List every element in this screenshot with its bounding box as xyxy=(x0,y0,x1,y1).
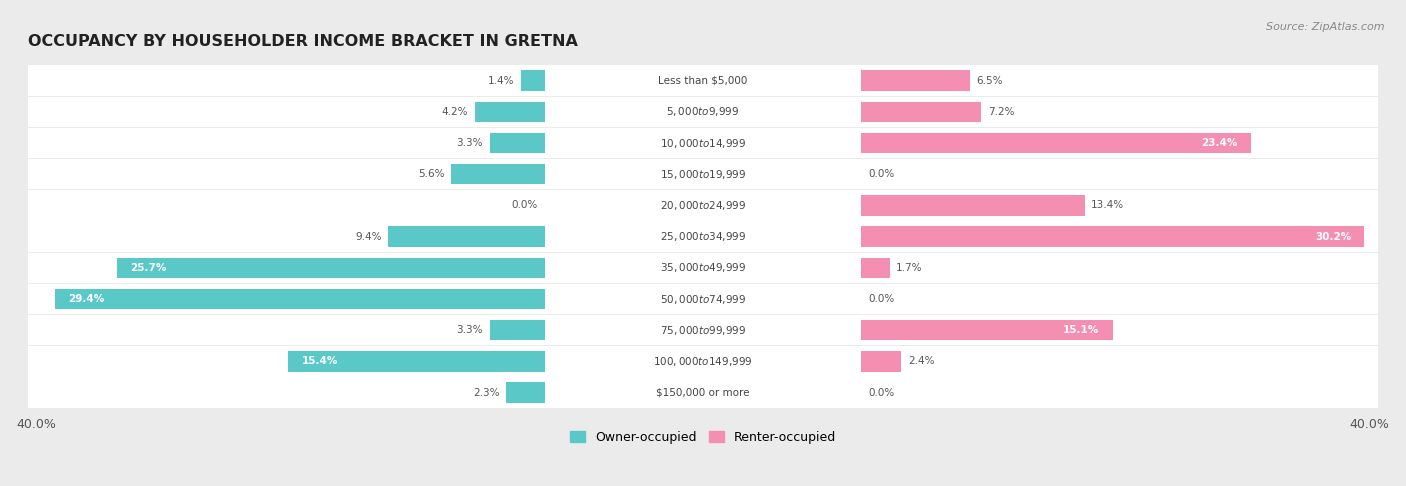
FancyBboxPatch shape xyxy=(28,97,1378,127)
Bar xyxy=(117,258,544,278)
FancyBboxPatch shape xyxy=(28,128,1378,158)
Text: 29.4%: 29.4% xyxy=(69,294,104,304)
Text: Source: ZipAtlas.com: Source: ZipAtlas.com xyxy=(1267,22,1385,32)
Bar xyxy=(475,102,544,122)
Text: 4.2%: 4.2% xyxy=(441,107,468,117)
FancyBboxPatch shape xyxy=(28,222,1378,252)
Text: 25.7%: 25.7% xyxy=(129,263,166,273)
Text: 9.4%: 9.4% xyxy=(354,232,381,242)
Bar xyxy=(489,133,544,153)
Text: 0.0%: 0.0% xyxy=(868,169,894,179)
Bar xyxy=(388,226,544,247)
Text: 15.1%: 15.1% xyxy=(1063,325,1099,335)
Text: 15.4%: 15.4% xyxy=(301,356,337,366)
Text: $25,000 to $34,999: $25,000 to $34,999 xyxy=(659,230,747,243)
Text: $150,000 or more: $150,000 or more xyxy=(657,388,749,398)
Text: 3.3%: 3.3% xyxy=(457,325,484,335)
Text: 0.0%: 0.0% xyxy=(868,294,894,304)
FancyBboxPatch shape xyxy=(28,315,1378,346)
Text: 30.2%: 30.2% xyxy=(1315,232,1351,242)
Text: 0.0%: 0.0% xyxy=(868,388,894,398)
Text: 1.7%: 1.7% xyxy=(896,263,922,273)
Bar xyxy=(489,320,544,340)
FancyBboxPatch shape xyxy=(28,347,1378,377)
Text: $20,000 to $24,999: $20,000 to $24,999 xyxy=(659,199,747,212)
Text: 6.5%: 6.5% xyxy=(976,76,1002,86)
Bar xyxy=(862,226,1364,247)
FancyBboxPatch shape xyxy=(28,253,1378,283)
Bar xyxy=(862,258,890,278)
Bar xyxy=(862,102,981,122)
Bar xyxy=(451,164,544,184)
FancyBboxPatch shape xyxy=(28,66,1378,96)
Bar xyxy=(506,382,544,403)
Bar xyxy=(862,351,901,372)
FancyBboxPatch shape xyxy=(28,159,1378,190)
Bar xyxy=(862,70,970,91)
FancyBboxPatch shape xyxy=(28,284,1378,314)
Text: 0.0%: 0.0% xyxy=(512,200,538,210)
Text: $75,000 to $99,999: $75,000 to $99,999 xyxy=(659,324,747,337)
Text: 7.2%: 7.2% xyxy=(988,107,1014,117)
Text: 5.6%: 5.6% xyxy=(418,169,444,179)
Text: $5,000 to $9,999: $5,000 to $9,999 xyxy=(666,105,740,118)
Text: $15,000 to $19,999: $15,000 to $19,999 xyxy=(659,168,747,181)
Text: 13.4%: 13.4% xyxy=(1091,200,1125,210)
FancyBboxPatch shape xyxy=(28,378,1378,408)
Text: $35,000 to $49,999: $35,000 to $49,999 xyxy=(659,261,747,274)
Text: Less than $5,000: Less than $5,000 xyxy=(658,76,748,86)
Text: 2.4%: 2.4% xyxy=(908,356,935,366)
Bar xyxy=(862,133,1251,153)
Legend: Owner-occupied, Renter-occupied: Owner-occupied, Renter-occupied xyxy=(565,426,841,449)
Text: $50,000 to $74,999: $50,000 to $74,999 xyxy=(659,293,747,306)
Bar xyxy=(55,289,544,309)
Bar xyxy=(288,351,544,372)
Text: 1.4%: 1.4% xyxy=(488,76,515,86)
Text: 3.3%: 3.3% xyxy=(457,138,484,148)
Text: $100,000 to $149,999: $100,000 to $149,999 xyxy=(654,355,752,368)
Text: 23.4%: 23.4% xyxy=(1202,138,1237,148)
Text: $10,000 to $14,999: $10,000 to $14,999 xyxy=(659,137,747,150)
FancyBboxPatch shape xyxy=(28,191,1378,221)
Bar xyxy=(862,320,1114,340)
Bar xyxy=(522,70,544,91)
Text: 2.3%: 2.3% xyxy=(474,388,499,398)
Bar xyxy=(862,195,1084,216)
Text: OCCUPANCY BY HOUSEHOLDER INCOME BRACKET IN GRETNA: OCCUPANCY BY HOUSEHOLDER INCOME BRACKET … xyxy=(28,35,578,50)
